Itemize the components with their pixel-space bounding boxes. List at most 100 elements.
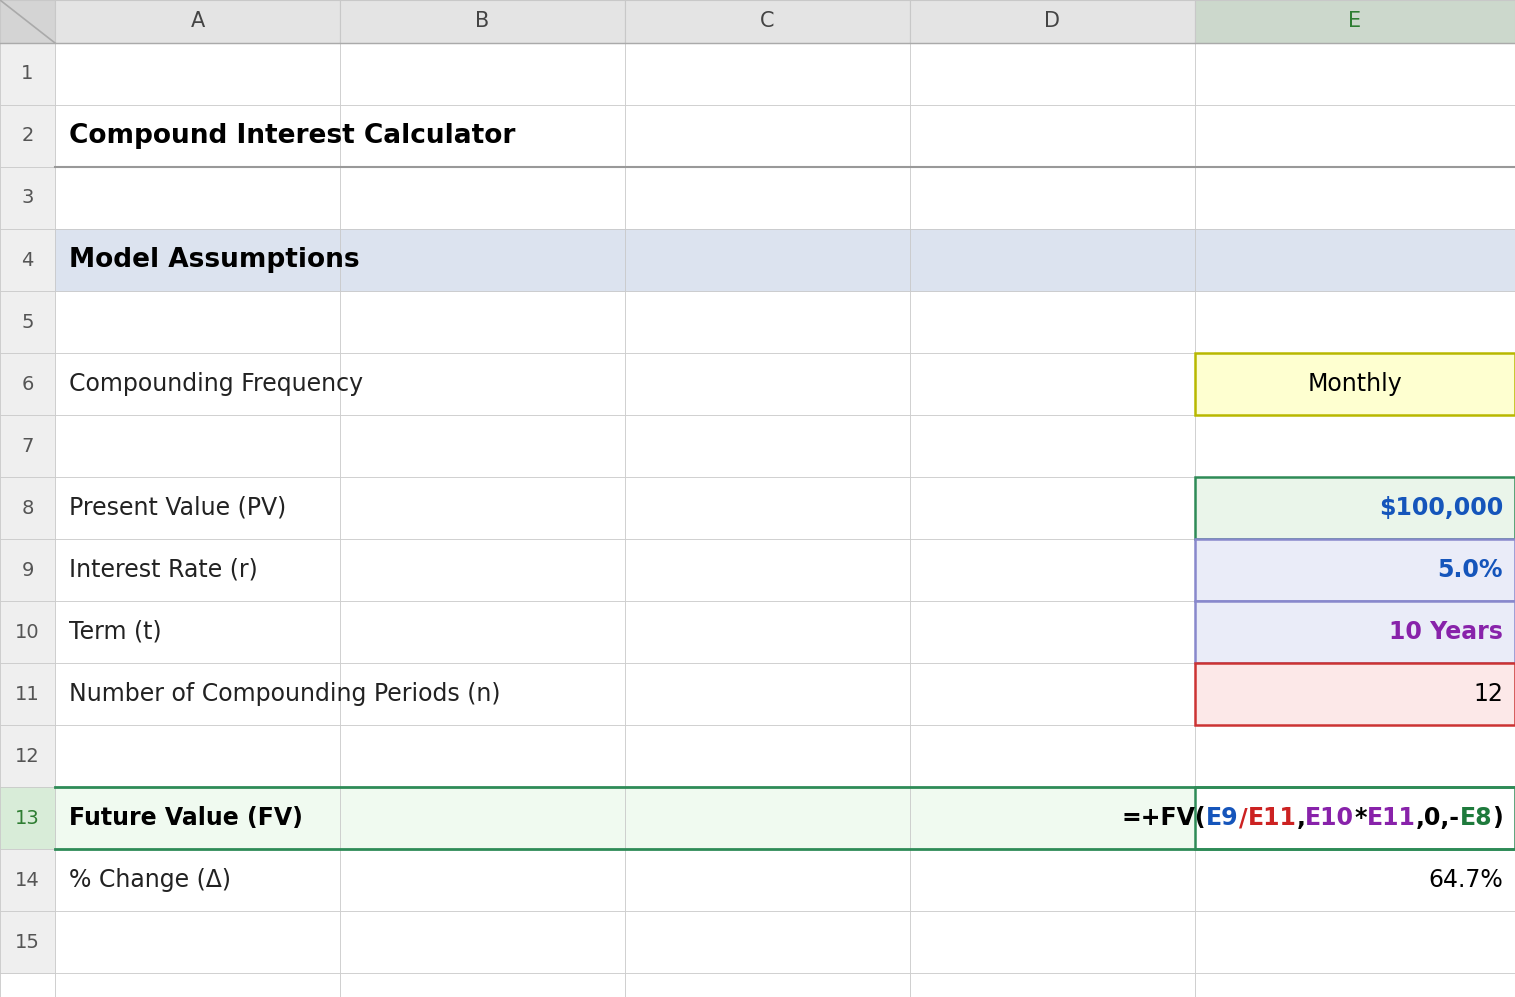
Bar: [0, 353, 55, 415]
Text: B: B: [476, 12, 489, 32]
Text: 11: 11: [15, 685, 39, 704]
Bar: [339, 43, 626, 105]
Text: Number of Compounding Periods (n): Number of Compounding Periods (n): [70, 682, 500, 706]
Bar: [0, 229, 55, 291]
Bar: [0, 725, 55, 787]
Bar: [0, 849, 55, 911]
Bar: [911, 291, 1195, 353]
Bar: [339, 229, 626, 291]
Bar: [911, 0, 1195, 43]
Bar: [626, 787, 911, 849]
Text: /: /: [1239, 806, 1247, 830]
Bar: [911, 229, 1195, 291]
Bar: [55, 229, 339, 291]
Bar: [339, 415, 626, 477]
Bar: [55, 663, 339, 725]
Bar: [1195, 353, 1515, 415]
Bar: [55, 601, 339, 663]
Bar: [55, 849, 339, 911]
Bar: [1195, 539, 1515, 601]
Bar: [0, 43, 55, 105]
Bar: [0, 105, 55, 167]
Text: =+FV(: =+FV(: [1121, 806, 1206, 830]
Text: 15: 15: [15, 932, 39, 951]
Text: 9: 9: [21, 560, 33, 579]
Bar: [55, 105, 339, 167]
Bar: [339, 725, 626, 787]
Bar: [339, 229, 626, 291]
Bar: [626, 539, 911, 601]
Text: 4: 4: [21, 250, 33, 269]
Bar: [339, 353, 626, 415]
Bar: [626, 105, 911, 167]
Bar: [1195, 0, 1515, 43]
Bar: [55, 539, 339, 601]
Text: E9: E9: [1206, 806, 1239, 830]
Bar: [911, 477, 1195, 539]
Bar: [339, 291, 626, 353]
Bar: [626, 229, 911, 291]
Bar: [1195, 167, 1515, 229]
Text: 12: 12: [15, 747, 39, 766]
Text: 5: 5: [21, 312, 33, 331]
Bar: [0, 291, 55, 353]
Bar: [911, 353, 1195, 415]
Bar: [1195, 43, 1515, 105]
Bar: [626, 0, 911, 43]
Bar: [626, 849, 911, 911]
Bar: [0, 539, 55, 601]
Bar: [55, 477, 339, 539]
Bar: [0, 0, 55, 43]
Bar: [911, 415, 1195, 477]
Bar: [1195, 229, 1515, 291]
Bar: [626, 601, 911, 663]
Text: Compound Interest Calculator: Compound Interest Calculator: [70, 123, 515, 149]
Text: ,0,-: ,0,-: [1415, 806, 1459, 830]
Bar: [0, 601, 55, 663]
Bar: [911, 229, 1195, 291]
Bar: [0, 787, 55, 849]
Bar: [55, 911, 339, 973]
Text: 8: 8: [21, 498, 33, 517]
Text: Future Value (FV): Future Value (FV): [70, 806, 303, 830]
Text: 64.7%: 64.7%: [1429, 868, 1503, 892]
Bar: [339, 849, 626, 911]
Text: 3: 3: [21, 188, 33, 207]
Bar: [339, 787, 626, 849]
Text: 14: 14: [15, 870, 39, 889]
Text: Present Value (PV): Present Value (PV): [70, 496, 286, 520]
Bar: [1195, 353, 1515, 415]
Bar: [55, 167, 339, 229]
Text: *: *: [1354, 806, 1367, 830]
Bar: [911, 911, 1195, 973]
Bar: [1195, 415, 1515, 477]
Bar: [626, 725, 911, 787]
Bar: [626, 43, 911, 105]
Bar: [339, 539, 626, 601]
Text: Term (t): Term (t): [70, 620, 162, 644]
Bar: [339, 477, 626, 539]
Bar: [55, 415, 339, 477]
Bar: [1195, 911, 1515, 973]
Bar: [626, 229, 911, 291]
Bar: [55, 353, 339, 415]
Bar: [339, 911, 626, 973]
Text: $100,000: $100,000: [1379, 496, 1503, 520]
Bar: [339, 167, 626, 229]
Text: E8: E8: [1459, 806, 1492, 830]
Bar: [1195, 291, 1515, 353]
Bar: [1195, 849, 1515, 911]
Text: E11: E11: [1367, 806, 1415, 830]
Text: 6: 6: [21, 375, 33, 394]
Bar: [911, 663, 1195, 725]
Bar: [339, 105, 626, 167]
Bar: [55, 725, 339, 787]
Text: ,: ,: [1297, 806, 1306, 830]
Text: Model Assumptions: Model Assumptions: [70, 247, 359, 273]
Bar: [911, 105, 1195, 167]
Text: 13: 13: [15, 809, 39, 828]
Text: A: A: [191, 12, 205, 32]
Bar: [55, 229, 339, 291]
Bar: [1195, 477, 1515, 539]
Text: 1: 1: [21, 65, 33, 84]
